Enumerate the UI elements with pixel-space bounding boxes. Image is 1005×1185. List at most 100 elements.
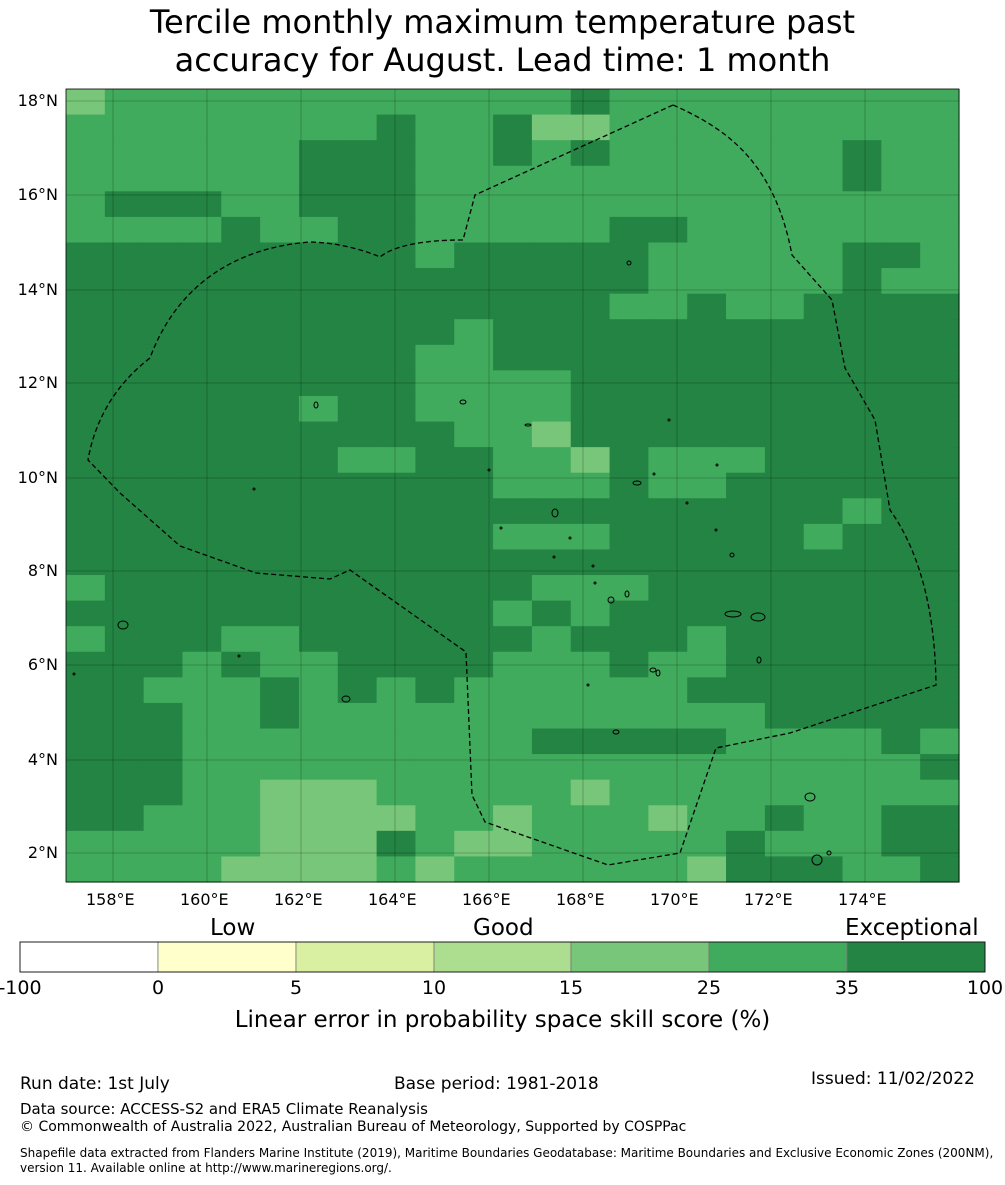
colorbar-segment (157, 941, 297, 973)
grid-cell (298, 293, 339, 320)
grid-cell (609, 447, 649, 474)
grid-cell (493, 498, 533, 525)
grid-cell (66, 242, 106, 269)
grid-cell (260, 395, 300, 423)
grid-cell (415, 421, 455, 448)
grid-cell (376, 600, 417, 627)
island-outline (715, 463, 719, 467)
grid-cell (881, 600, 921, 627)
grid-cell (687, 677, 727, 704)
grid-cell (493, 191, 533, 218)
grid-cell (221, 498, 261, 525)
grid-cell (687, 395, 727, 423)
grid-cell (803, 319, 844, 346)
grid-cell (920, 268, 960, 295)
grid-cell (143, 856, 184, 883)
grid-cell (221, 293, 261, 320)
grid-cell (764, 830, 805, 858)
grid-cell (764, 575, 805, 602)
grid-cell (298, 140, 339, 167)
grid-cell (143, 319, 184, 346)
grid-cell (454, 523, 494, 551)
grid-cell (415, 472, 455, 499)
grid-cell (764, 472, 805, 499)
grid-cell (648, 319, 688, 346)
grid-cell (66, 140, 106, 167)
grid-cell (454, 114, 494, 141)
grid-cell (803, 242, 844, 269)
grid-cell (260, 702, 300, 730)
grid-cell (143, 523, 184, 551)
grid-cell (842, 498, 882, 525)
grid-cell (143, 575, 184, 602)
grid-cell (415, 268, 455, 295)
grid-cell (648, 293, 688, 320)
latitude-label: 14°N (17, 280, 58, 299)
grid-cell (221, 677, 261, 704)
grid-cell (881, 319, 921, 346)
grid-cell (298, 779, 339, 806)
grid-cell (66, 523, 106, 551)
grid-cell (104, 856, 145, 883)
grid-cell (182, 165, 222, 192)
grid-cell (454, 395, 494, 423)
grid-cell (182, 549, 222, 576)
grid-cell (376, 575, 417, 602)
grid-cell (881, 293, 921, 320)
grid-cell (881, 651, 921, 678)
grid-cell (764, 805, 805, 832)
grid-cell (376, 421, 417, 448)
grid-cell (104, 165, 145, 192)
grid-cell (531, 549, 572, 576)
grid-cell (609, 293, 649, 320)
grid-cell (570, 498, 611, 525)
grid-cell (260, 140, 300, 167)
grid-cell (415, 242, 455, 269)
island-outline (607, 596, 615, 604)
grid-cell (493, 395, 533, 423)
grid-cell (143, 140, 184, 167)
grid-cell (66, 626, 106, 653)
grid-cell (337, 523, 378, 551)
grid-cell (648, 344, 688, 371)
grid-cell (454, 89, 494, 116)
grid-cell (298, 754, 339, 781)
grid-cell (726, 830, 766, 858)
grid-cell (920, 754, 960, 781)
grid-cell (493, 523, 533, 551)
grid-cell (376, 728, 417, 755)
grid-cell (104, 549, 145, 576)
grid-cell (726, 626, 766, 653)
grid-cell (337, 651, 378, 678)
grid-cell (415, 805, 455, 832)
grid-cell (454, 779, 494, 806)
grid-cell (143, 779, 184, 806)
grid-cell (493, 114, 533, 141)
colorbar-segment (19, 941, 159, 973)
grid-cell (298, 447, 339, 474)
island-outline (756, 656, 762, 664)
grid-cell (493, 600, 533, 627)
grid-cell (454, 268, 494, 295)
grid-cell (337, 754, 378, 781)
grid-cell (376, 395, 417, 423)
grid-cell (221, 114, 261, 141)
grid-cell (182, 293, 222, 320)
grid-cell (454, 549, 494, 576)
grid-cell (531, 89, 572, 116)
grid-cell (881, 395, 921, 423)
grid-cell (687, 319, 727, 346)
grid-cell (570, 626, 611, 653)
grid-cell (221, 421, 261, 448)
grid-cell (221, 89, 261, 116)
grid-cell (726, 498, 766, 525)
eez-boundary (87, 104, 937, 866)
grid-cell (182, 779, 222, 806)
grid-cell (376, 651, 417, 678)
grid-cell (493, 856, 533, 883)
grid-cell (415, 114, 455, 141)
grid-cell (337, 856, 378, 883)
grid-cell (726, 140, 766, 167)
grid-cell (687, 472, 727, 499)
grid-cell (687, 626, 727, 653)
